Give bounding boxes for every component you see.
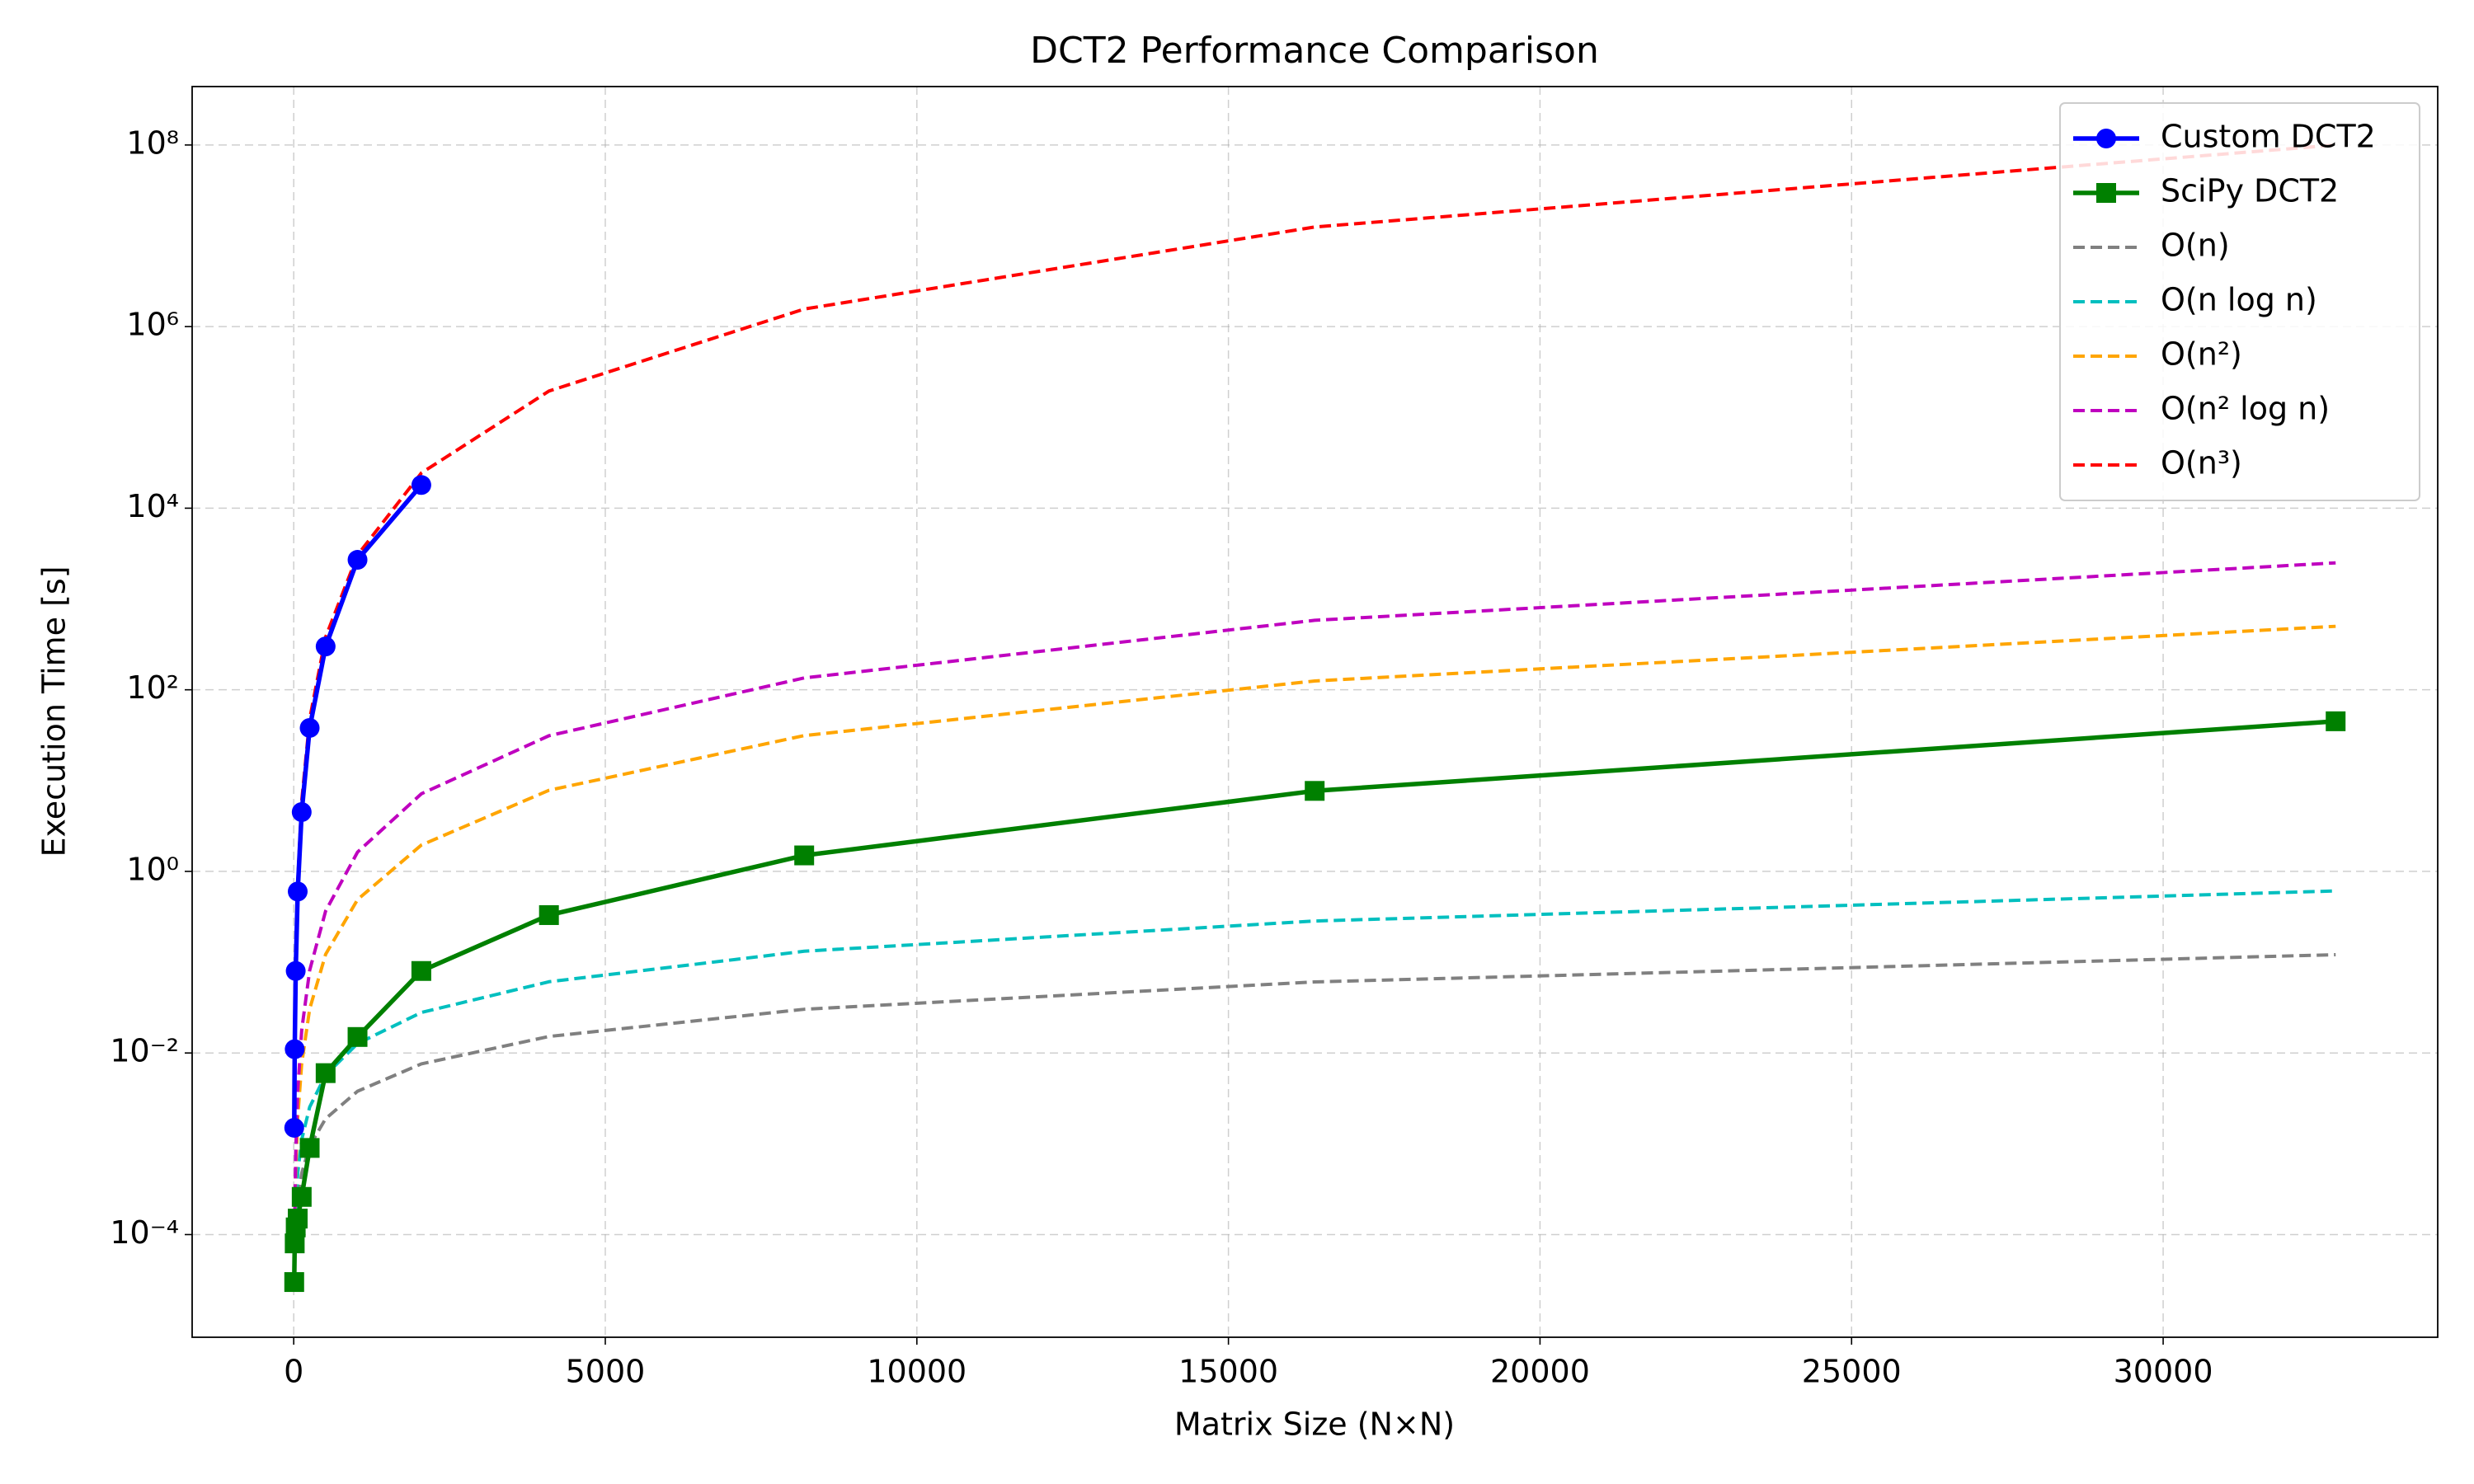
legend-label: O(n²) xyxy=(2161,336,2242,373)
marker xyxy=(291,1186,312,1207)
marker xyxy=(288,1209,308,1229)
x-tick-label: 30000 xyxy=(2114,1354,2213,1390)
marker xyxy=(411,960,431,981)
marker xyxy=(794,845,815,866)
legend-label: Custom DCT2 xyxy=(2161,119,2376,155)
x-axis-label: Matrix Size (N×N) xyxy=(1174,1407,1455,1443)
y-tick-label: 10⁴ xyxy=(126,488,179,524)
legend-label: O(n² log n) xyxy=(2161,391,2330,427)
x-tick-label: 20000 xyxy=(1490,1354,1590,1390)
marker xyxy=(291,801,312,822)
x-tick-label: 0 xyxy=(284,1354,303,1390)
marker xyxy=(1305,781,1325,801)
marker xyxy=(284,1272,304,1293)
legend-marker xyxy=(2096,129,2116,148)
marker xyxy=(315,1063,336,1083)
y-tick-label: 10⁸ xyxy=(126,124,179,161)
plot-area xyxy=(284,143,2346,1293)
y-tick-label: 10⁰ xyxy=(126,851,179,887)
marker xyxy=(315,636,336,657)
legend-marker xyxy=(2096,183,2116,203)
y-axis-label: Execution Time [s] xyxy=(36,566,73,857)
x-tick-label: 25000 xyxy=(1802,1354,1902,1390)
plot-frame xyxy=(191,86,2439,1338)
marker xyxy=(299,1138,320,1158)
marker xyxy=(285,1039,305,1059)
legend-label: O(n) xyxy=(2161,228,2230,264)
marker xyxy=(299,717,320,738)
marker xyxy=(284,1117,304,1138)
legend-label: O(n log n) xyxy=(2161,282,2317,318)
chart-title: DCT2 Performance Comparison xyxy=(1030,30,1599,72)
marker xyxy=(347,550,368,571)
y-tick-label: 10² xyxy=(126,669,179,706)
y-tick-label: 10⁻² xyxy=(110,1033,179,1069)
y-tick-label: 10⁻⁴ xyxy=(110,1214,179,1251)
x-tick-label: 5000 xyxy=(566,1354,646,1390)
legend-label: SciPy DCT2 xyxy=(2161,173,2339,209)
marker xyxy=(285,960,306,981)
legend-label: O(n³) xyxy=(2161,445,2242,481)
marker xyxy=(347,1026,368,1047)
y-tick-label: 10⁶ xyxy=(126,307,179,343)
legend-box xyxy=(2059,102,2420,501)
x-tick-label: 10000 xyxy=(867,1354,967,1390)
marker xyxy=(288,881,308,902)
marker xyxy=(2326,711,2346,731)
x-tick-label: 15000 xyxy=(1178,1354,1278,1390)
marker xyxy=(411,475,431,495)
marker xyxy=(539,904,559,925)
series-line xyxy=(292,561,2336,1283)
